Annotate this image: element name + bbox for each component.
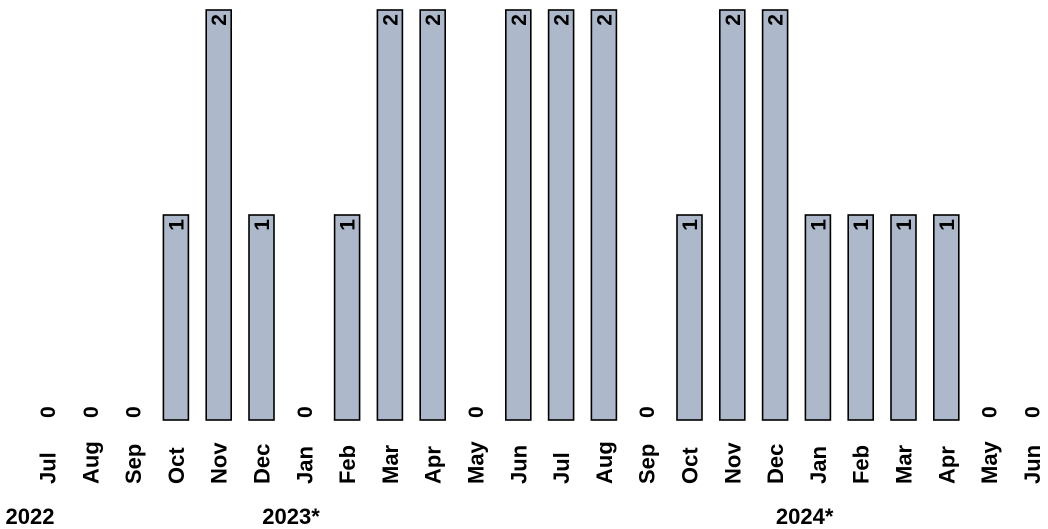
- month-label-8: Mar: [378, 444, 403, 484]
- bar-15: [676, 214, 703, 421]
- month-label-10: May: [464, 440, 489, 484]
- month-label-13: Aug: [592, 441, 617, 484]
- value-label-9: 2: [422, 14, 445, 26]
- month-label-5: Dec: [250, 444, 275, 484]
- month-label-15: Oct: [678, 447, 703, 484]
- bar-11: [504, 9, 532, 421]
- month-label-17: Dec: [763, 444, 788, 484]
- bar-8: [376, 9, 404, 421]
- bar-13: [590, 9, 618, 421]
- value-label-2: 0: [123, 406, 146, 418]
- month-label-19: Feb: [849, 445, 874, 484]
- month-label-0: Jul: [36, 452, 61, 484]
- month-label-2: Sep: [121, 444, 146, 484]
- bar-7: [333, 214, 361, 421]
- value-label-5: 1: [251, 219, 274, 231]
- value-label-6: 0: [294, 406, 317, 418]
- value-label-3: 1: [165, 219, 188, 231]
- bar-12: [547, 9, 575, 421]
- month-labels-layer: Jul Aug Sep Oct Nov Dec Jan Feb Mar Apr May Jun Jul A…: [36, 440, 1045, 484]
- month-label-1: Aug: [78, 441, 103, 484]
- month-label-23: Jun: [1020, 445, 1045, 484]
- bar-5: [248, 214, 275, 421]
- value-label-10: 0: [465, 406, 488, 418]
- value-label-13: 2: [593, 14, 616, 26]
- value-label-1: 0: [80, 406, 103, 418]
- value-label-16: 2: [722, 14, 745, 26]
- value-labels-layer: 0 0 0 1 2 1 0 1 2 2 0 2 2 2 0 1 2 2 1 1 1 1 0 0: [37, 14, 1044, 418]
- bar-21: [932, 214, 960, 421]
- month-label-20: Mar: [892, 444, 917, 484]
- value-label-22: 0: [979, 406, 1002, 418]
- value-label-0: 0: [37, 406, 60, 418]
- month-label-18: Jan: [806, 446, 831, 484]
- year-label-0: 2022: [6, 504, 55, 529]
- bar-19: [847, 214, 875, 421]
- month-label-22: May: [977, 440, 1002, 484]
- month-label-16: Nov: [720, 442, 745, 484]
- month-label-3: Oct: [164, 447, 189, 484]
- bar-9: [419, 9, 447, 421]
- value-label-15: 1: [679, 219, 702, 231]
- month-label-6: Jan: [292, 446, 317, 484]
- value-label-19: 1: [850, 219, 873, 231]
- month-label-4: Nov: [207, 442, 232, 484]
- value-label-11: 2: [508, 14, 531, 26]
- value-label-12: 2: [551, 14, 574, 26]
- value-label-8: 2: [379, 14, 402, 26]
- value-label-17: 2: [765, 14, 788, 26]
- value-label-21: 1: [936, 219, 959, 231]
- value-label-20: 1: [893, 219, 916, 231]
- value-label-23: 0: [1021, 406, 1044, 418]
- value-label-14: 0: [636, 406, 659, 418]
- month-label-14: Sep: [635, 444, 660, 484]
- bar-3: [162, 214, 190, 421]
- month-label-12: Jul: [549, 452, 574, 484]
- bar-16: [718, 9, 746, 421]
- year-label-1: 2023*: [262, 504, 320, 529]
- month-label-7: Feb: [335, 445, 360, 484]
- bar-20: [890, 214, 917, 421]
- bar-18: [804, 214, 832, 421]
- bar-4: [205, 9, 232, 421]
- bar-17: [761, 9, 789, 421]
- year-label-2: 2024*: [776, 504, 834, 529]
- month-label-9: Apr: [421, 446, 446, 484]
- year-labels-layer: 2022 2023* 2024*: [6, 504, 834, 529]
- bars-layer: [162, 9, 960, 421]
- value-label-7: 1: [337, 219, 360, 231]
- value-label-18: 1: [807, 219, 830, 231]
- month-label-11: Jun: [506, 445, 531, 484]
- month-label-21: Apr: [934, 446, 959, 484]
- value-label-4: 2: [208, 14, 231, 26]
